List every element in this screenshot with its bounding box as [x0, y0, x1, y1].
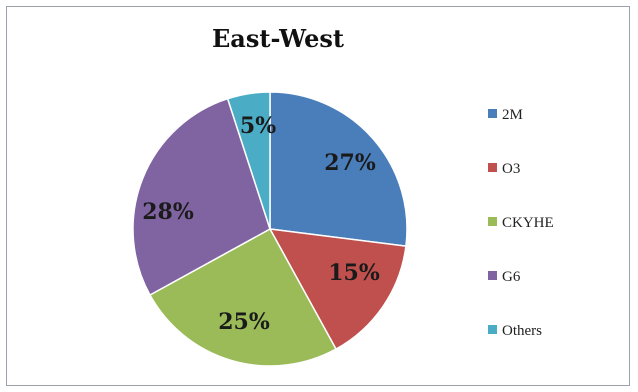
legend-swatch-ckyhe — [488, 217, 497, 226]
pie-slices — [132, 91, 408, 367]
slice-label-ckyhe: 25% — [218, 309, 270, 335]
chart-legend: 2M O3 CKYHE G6 Others — [488, 107, 554, 339]
pie-slice-2m — [269, 91, 408, 248]
pie-slice-ckyhe — [148, 227, 338, 367]
slice-label-g6: 28% — [142, 199, 194, 225]
legend-swatch-2m — [488, 109, 497, 118]
legend-swatch-o3 — [488, 163, 497, 172]
slice-label-o3: 15% — [328, 260, 380, 286]
legend-label-g6: G6 — [502, 269, 521, 285]
pie-slice-g6 — [132, 97, 271, 297]
legend-label-others: Others — [502, 323, 542, 339]
chart-title: East-West — [212, 24, 344, 53]
legend-label-o3: O3 — [502, 161, 520, 177]
legend-swatch-others — [488, 325, 497, 334]
legend-label-ckyhe: CKYHE — [502, 215, 554, 231]
pie-slice-o3 — [268, 228, 407, 351]
legend-label-2m: 2M — [502, 107, 523, 123]
pie-slice-others — [226, 91, 271, 230]
legend-swatch-g6 — [488, 271, 497, 280]
slice-label-others: 5% — [240, 113, 276, 139]
pie-slice-labels: 27% 15% 25% 28% 5% — [142, 113, 380, 335]
slice-label-2m: 27% — [324, 150, 376, 176]
